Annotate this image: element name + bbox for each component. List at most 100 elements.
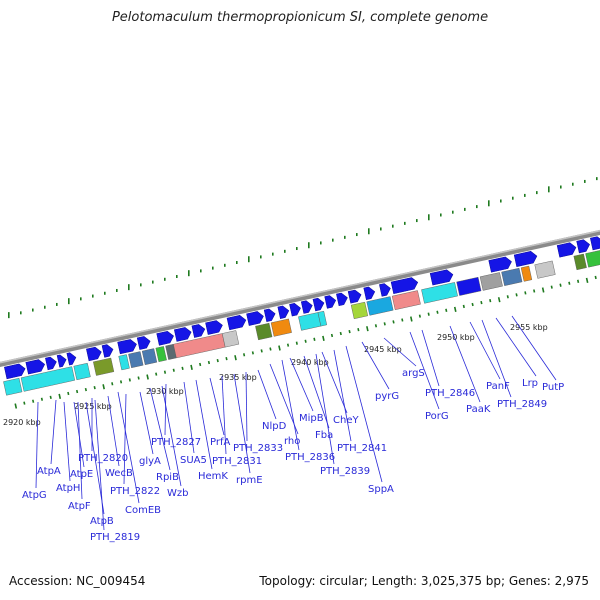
gene-block-1	[20, 366, 76, 392]
minor-tick	[295, 341, 298, 345]
forward-gene-28	[513, 251, 538, 267]
outer-tick	[380, 227, 382, 231]
minor-tick	[49, 395, 52, 399]
outer-tick	[344, 235, 346, 239]
gene-leader-line	[50, 399, 57, 465]
minor-tick	[409, 316, 413, 322]
gene-leader-line	[85, 401, 105, 515]
minor-tick	[102, 384, 105, 390]
forward-gene-21	[336, 292, 348, 307]
forward-gene-31	[590, 236, 600, 251]
accession-text: Accession: NC_009454	[9, 574, 146, 588]
forward-gene-3	[56, 354, 67, 368]
gene-leader-line	[35, 401, 39, 489]
forward-gene-4	[66, 352, 77, 366]
outer-tick	[56, 302, 58, 306]
gene-label: PTH_2836	[285, 452, 335, 463]
outer-tick	[392, 224, 394, 228]
outer-tick	[284, 249, 286, 253]
gene-label: PaaK	[466, 404, 491, 415]
outer-tick	[248, 256, 250, 263]
gene-leader-line	[421, 329, 440, 387]
outer-tick	[8, 312, 10, 319]
forward-gene-12	[205, 320, 223, 335]
forward-gene-30	[576, 239, 590, 254]
kbp-tick-label: 2950 kbp	[437, 333, 475, 342]
minor-tick	[146, 374, 149, 380]
gene-leader-line	[269, 363, 299, 435]
forward-gene-9	[156, 330, 174, 346]
outer-tick	[320, 241, 322, 245]
gene-label: rho	[284, 436, 300, 447]
gene-block-11	[255, 322, 273, 341]
forward-gene-11	[191, 324, 206, 338]
forward-gene-24	[379, 283, 391, 297]
outer-tick	[80, 297, 82, 301]
outer-tick	[428, 214, 430, 221]
outer-tick	[92, 294, 94, 298]
gene-block-23	[534, 260, 556, 279]
gene-block-4	[118, 354, 130, 371]
outer-tick	[368, 228, 370, 235]
minor-tick	[251, 351, 254, 355]
outer-tick	[560, 185, 562, 189]
gene-block-14	[317, 310, 328, 327]
gene-leader-line	[333, 349, 352, 442]
gene-leader-line	[481, 319, 512, 398]
outer-tick	[536, 191, 538, 195]
minor-tick	[524, 291, 527, 295]
gene-leader-line	[123, 393, 127, 485]
gene-label: PorG	[425, 411, 449, 422]
minor-tick	[137, 376, 140, 380]
minor-tick	[480, 300, 483, 305]
gene-label: AtpA	[37, 466, 61, 477]
minor-tick	[242, 353, 246, 357]
gene-leader-line	[495, 317, 537, 377]
gene-leader-line	[209, 377, 225, 436]
gene-label: Fba	[315, 430, 333, 441]
outer-tick	[308, 242, 310, 249]
gene-leader-line	[164, 383, 167, 436]
forward-gene-2	[45, 356, 57, 371]
minor-tick	[304, 339, 307, 343]
forward-gene-5	[86, 346, 102, 362]
outer-tick	[488, 200, 490, 207]
gene-leader-line	[383, 337, 417, 367]
minor-tick	[111, 382, 114, 386]
outer-tick	[152, 280, 154, 284]
outer-tick	[44, 305, 46, 309]
outer-tick	[104, 291, 106, 295]
gene-label: AtpE	[70, 469, 93, 480]
gene-leader-line	[281, 359, 300, 451]
gene-label: rpmE	[236, 475, 263, 486]
gene-block-20	[479, 272, 503, 291]
topology-text: Topology: circular; Length: 3,025,375 bp…	[259, 574, 589, 588]
gene-block-15	[350, 301, 369, 320]
gene-label: AtpF	[68, 501, 91, 512]
forward-gene-17	[289, 303, 301, 317]
gene-block-12	[270, 318, 292, 337]
gene-leader-line	[511, 315, 557, 381]
gene-label: AtpB	[90, 516, 114, 527]
gene-leader-line	[257, 369, 277, 420]
outer-tick	[332, 238, 334, 242]
outer-tick	[416, 219, 418, 223]
gene-label: PutP	[542, 382, 564, 393]
minor-tick	[286, 343, 290, 347]
gene-leader-line	[107, 395, 120, 467]
gene-leader-line	[161, 385, 182, 487]
forward-gene-0	[4, 363, 26, 380]
minor-tick	[128, 378, 131, 382]
forward-gene-16	[277, 305, 290, 319]
minor-tick	[374, 324, 378, 328]
minor-tick	[75, 389, 79, 394]
minor-tick	[401, 318, 404, 322]
forward-gene-8	[136, 336, 151, 350]
gene-label: Wzb	[167, 488, 188, 499]
minor-tick	[585, 277, 589, 283]
kbp-tick-label: 2920 kbp	[3, 418, 41, 427]
gene-leader-line	[77, 401, 83, 500]
gene-block-16	[366, 296, 394, 316]
forward-gene-15	[263, 308, 276, 322]
